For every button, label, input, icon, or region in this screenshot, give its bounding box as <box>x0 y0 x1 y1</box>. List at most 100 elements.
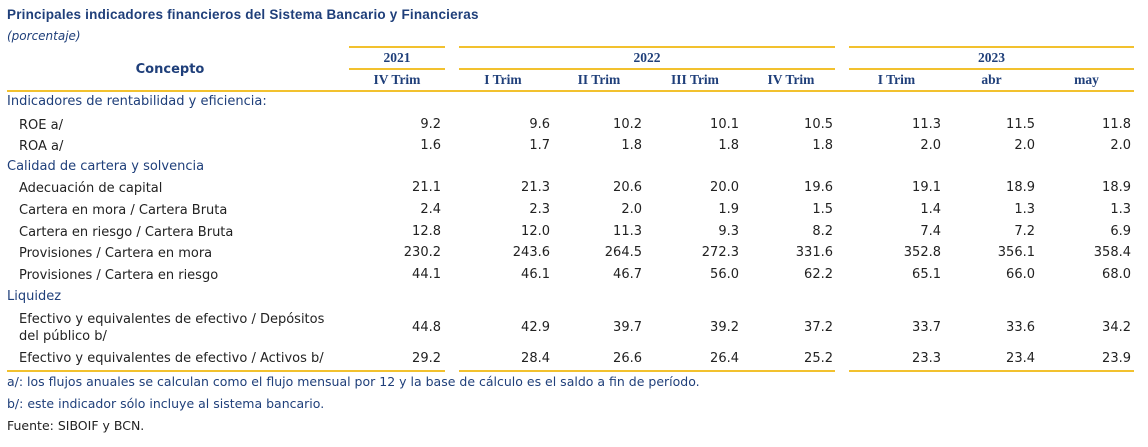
cell: 356.1 <box>997 245 1035 260</box>
cell: 19.1 <box>912 180 941 195</box>
rule-mid-2023 <box>849 68 1134 70</box>
cell: 1.3 <box>1110 202 1131 217</box>
period-2022-itrim: I Trim <box>484 72 522 87</box>
cell: 2.4 <box>420 202 441 217</box>
cell: 42.9 <box>521 320 550 335</box>
footnote-b: b/: este indicador sólo incluye al siste… <box>7 396 325 411</box>
cell: 1.8 <box>812 138 833 153</box>
row-label-prov-mora: Provisiones / Cartera en mora <box>19 246 213 261</box>
source-note: Fuente: SIBOIF y BCN. <box>7 418 145 433</box>
cell: 23.4 <box>1006 351 1035 366</box>
rule-top-2021 <box>349 46 445 48</box>
cell: 39.7 <box>613 320 642 335</box>
cell: 26.6 <box>613 351 642 366</box>
cell: 18.9 <box>1102 180 1131 195</box>
cell: 56.0 <box>710 267 739 282</box>
cell: 1.5 <box>812 202 833 217</box>
period-2023-may: may <box>1074 72 1099 87</box>
cell: 1.4 <box>920 202 941 217</box>
cell: 2.0 <box>920 138 941 153</box>
cell: 264.5 <box>604 245 642 260</box>
cell: 23.3 <box>912 351 941 366</box>
cell: 9.3 <box>718 224 739 239</box>
cell: 10.2 <box>613 117 642 132</box>
cell: 25.2 <box>804 351 833 366</box>
period-2022-iiitrim: III Trim <box>671 72 719 87</box>
cell: 12.8 <box>412 224 441 239</box>
cell: 352.8 <box>903 245 941 260</box>
cell: 331.6 <box>795 245 833 260</box>
cell: 20.0 <box>710 180 739 195</box>
cell: 11.3 <box>912 117 941 132</box>
row-label-prov-riesgo: Provisiones / Cartera en riesgo <box>19 268 219 283</box>
cell: 1.7 <box>529 138 550 153</box>
cell: 272.3 <box>701 245 739 260</box>
row-label-roa: ROA a/ <box>19 139 64 154</box>
cell: 9.6 <box>529 117 550 132</box>
cell: 44.1 <box>412 267 441 282</box>
row-label-efectivo-depositos: Efectivo y equivalentes de efectivo / De… <box>19 312 325 344</box>
cell: 1.3 <box>1014 202 1035 217</box>
cell: 46.7 <box>613 267 642 282</box>
period-2023-itrim: I Trim <box>877 72 916 87</box>
cell: 11.5 <box>1006 117 1035 132</box>
row-label-riesgo: Cartera en riesgo / Cartera Bruta <box>19 225 234 240</box>
cell: 68.0 <box>1102 267 1131 282</box>
rule-bottom-2022 <box>459 370 835 372</box>
cell: 1.6 <box>420 138 441 153</box>
cell: 12.0 <box>521 224 550 239</box>
rule-top-2022 <box>459 46 835 48</box>
year-2023: 2023 <box>978 50 1005 65</box>
cell: 62.2 <box>804 267 833 282</box>
section-rentabilidad: Indicadores de rentabilidad y eficiencia… <box>7 94 267 109</box>
rule-mid-2022 <box>459 68 835 70</box>
period-2023-abr: abr <box>981 72 1002 87</box>
cell: 2.3 <box>529 202 550 217</box>
section-calidad-cartera: Calidad de cartera y solvencia <box>7 159 205 174</box>
rule-mid-2021 <box>349 68 445 70</box>
cell: 8.2 <box>812 224 833 239</box>
cell: 33.7 <box>912 320 941 335</box>
cell: 11.8 <box>1102 117 1131 132</box>
row-label-mora: Cartera en mora / Cartera Bruta <box>19 203 228 218</box>
cell: 28.4 <box>521 351 550 366</box>
section-liquidez: Liquidez <box>7 289 62 304</box>
cell: 2.0 <box>1110 138 1131 153</box>
cell: 33.6 <box>1006 320 1035 335</box>
cell: 230.2 <box>403 245 441 260</box>
cell: 66.0 <box>1006 267 1035 282</box>
rule-bottom-2023 <box>849 370 1134 372</box>
cell: 21.1 <box>412 180 441 195</box>
cell: 9.2 <box>420 117 441 132</box>
period-2021-ivtrim: IV Trim <box>373 72 421 87</box>
cell: 44.8 <box>412 320 441 335</box>
cell: 1.8 <box>621 138 642 153</box>
cell: 7.2 <box>1014 224 1035 239</box>
rule-header-bottom <box>7 90 1134 92</box>
cell: 7.4 <box>920 224 941 239</box>
cell: 37.2 <box>804 320 833 335</box>
cell: 65.1 <box>912 267 941 282</box>
cell: 18.9 <box>1006 180 1035 195</box>
table-subtitle: (porcentaje) <box>7 29 81 43</box>
column-header-concept: Concepto <box>135 62 205 77</box>
cell: 20.6 <box>613 180 642 195</box>
cell: 10.5 <box>804 117 833 132</box>
period-2022-iitrim: II Trim <box>577 72 621 87</box>
rule-top-2023 <box>849 46 1134 48</box>
row-label-efectivo-activos: Efectivo y equivalentes de efectivo / Ac… <box>19 351 324 366</box>
cell: 358.4 <box>1093 245 1131 260</box>
cell: 6.9 <box>1110 224 1131 239</box>
row-label-roe: ROE a/ <box>19 118 63 133</box>
cell: 10.1 <box>710 117 739 132</box>
cell: 243.6 <box>512 245 550 260</box>
cell: 23.9 <box>1102 351 1131 366</box>
cell: 21.3 <box>521 180 550 195</box>
cell: 46.1 <box>521 267 550 282</box>
cell: 19.6 <box>804 180 833 195</box>
row-label-adecuacion: Adecuación de capital <box>19 181 163 196</box>
rule-bottom-concept <box>7 370 445 372</box>
cell: 1.8 <box>718 138 739 153</box>
cell: 39.2 <box>710 320 739 335</box>
cell: 2.0 <box>1014 138 1035 153</box>
